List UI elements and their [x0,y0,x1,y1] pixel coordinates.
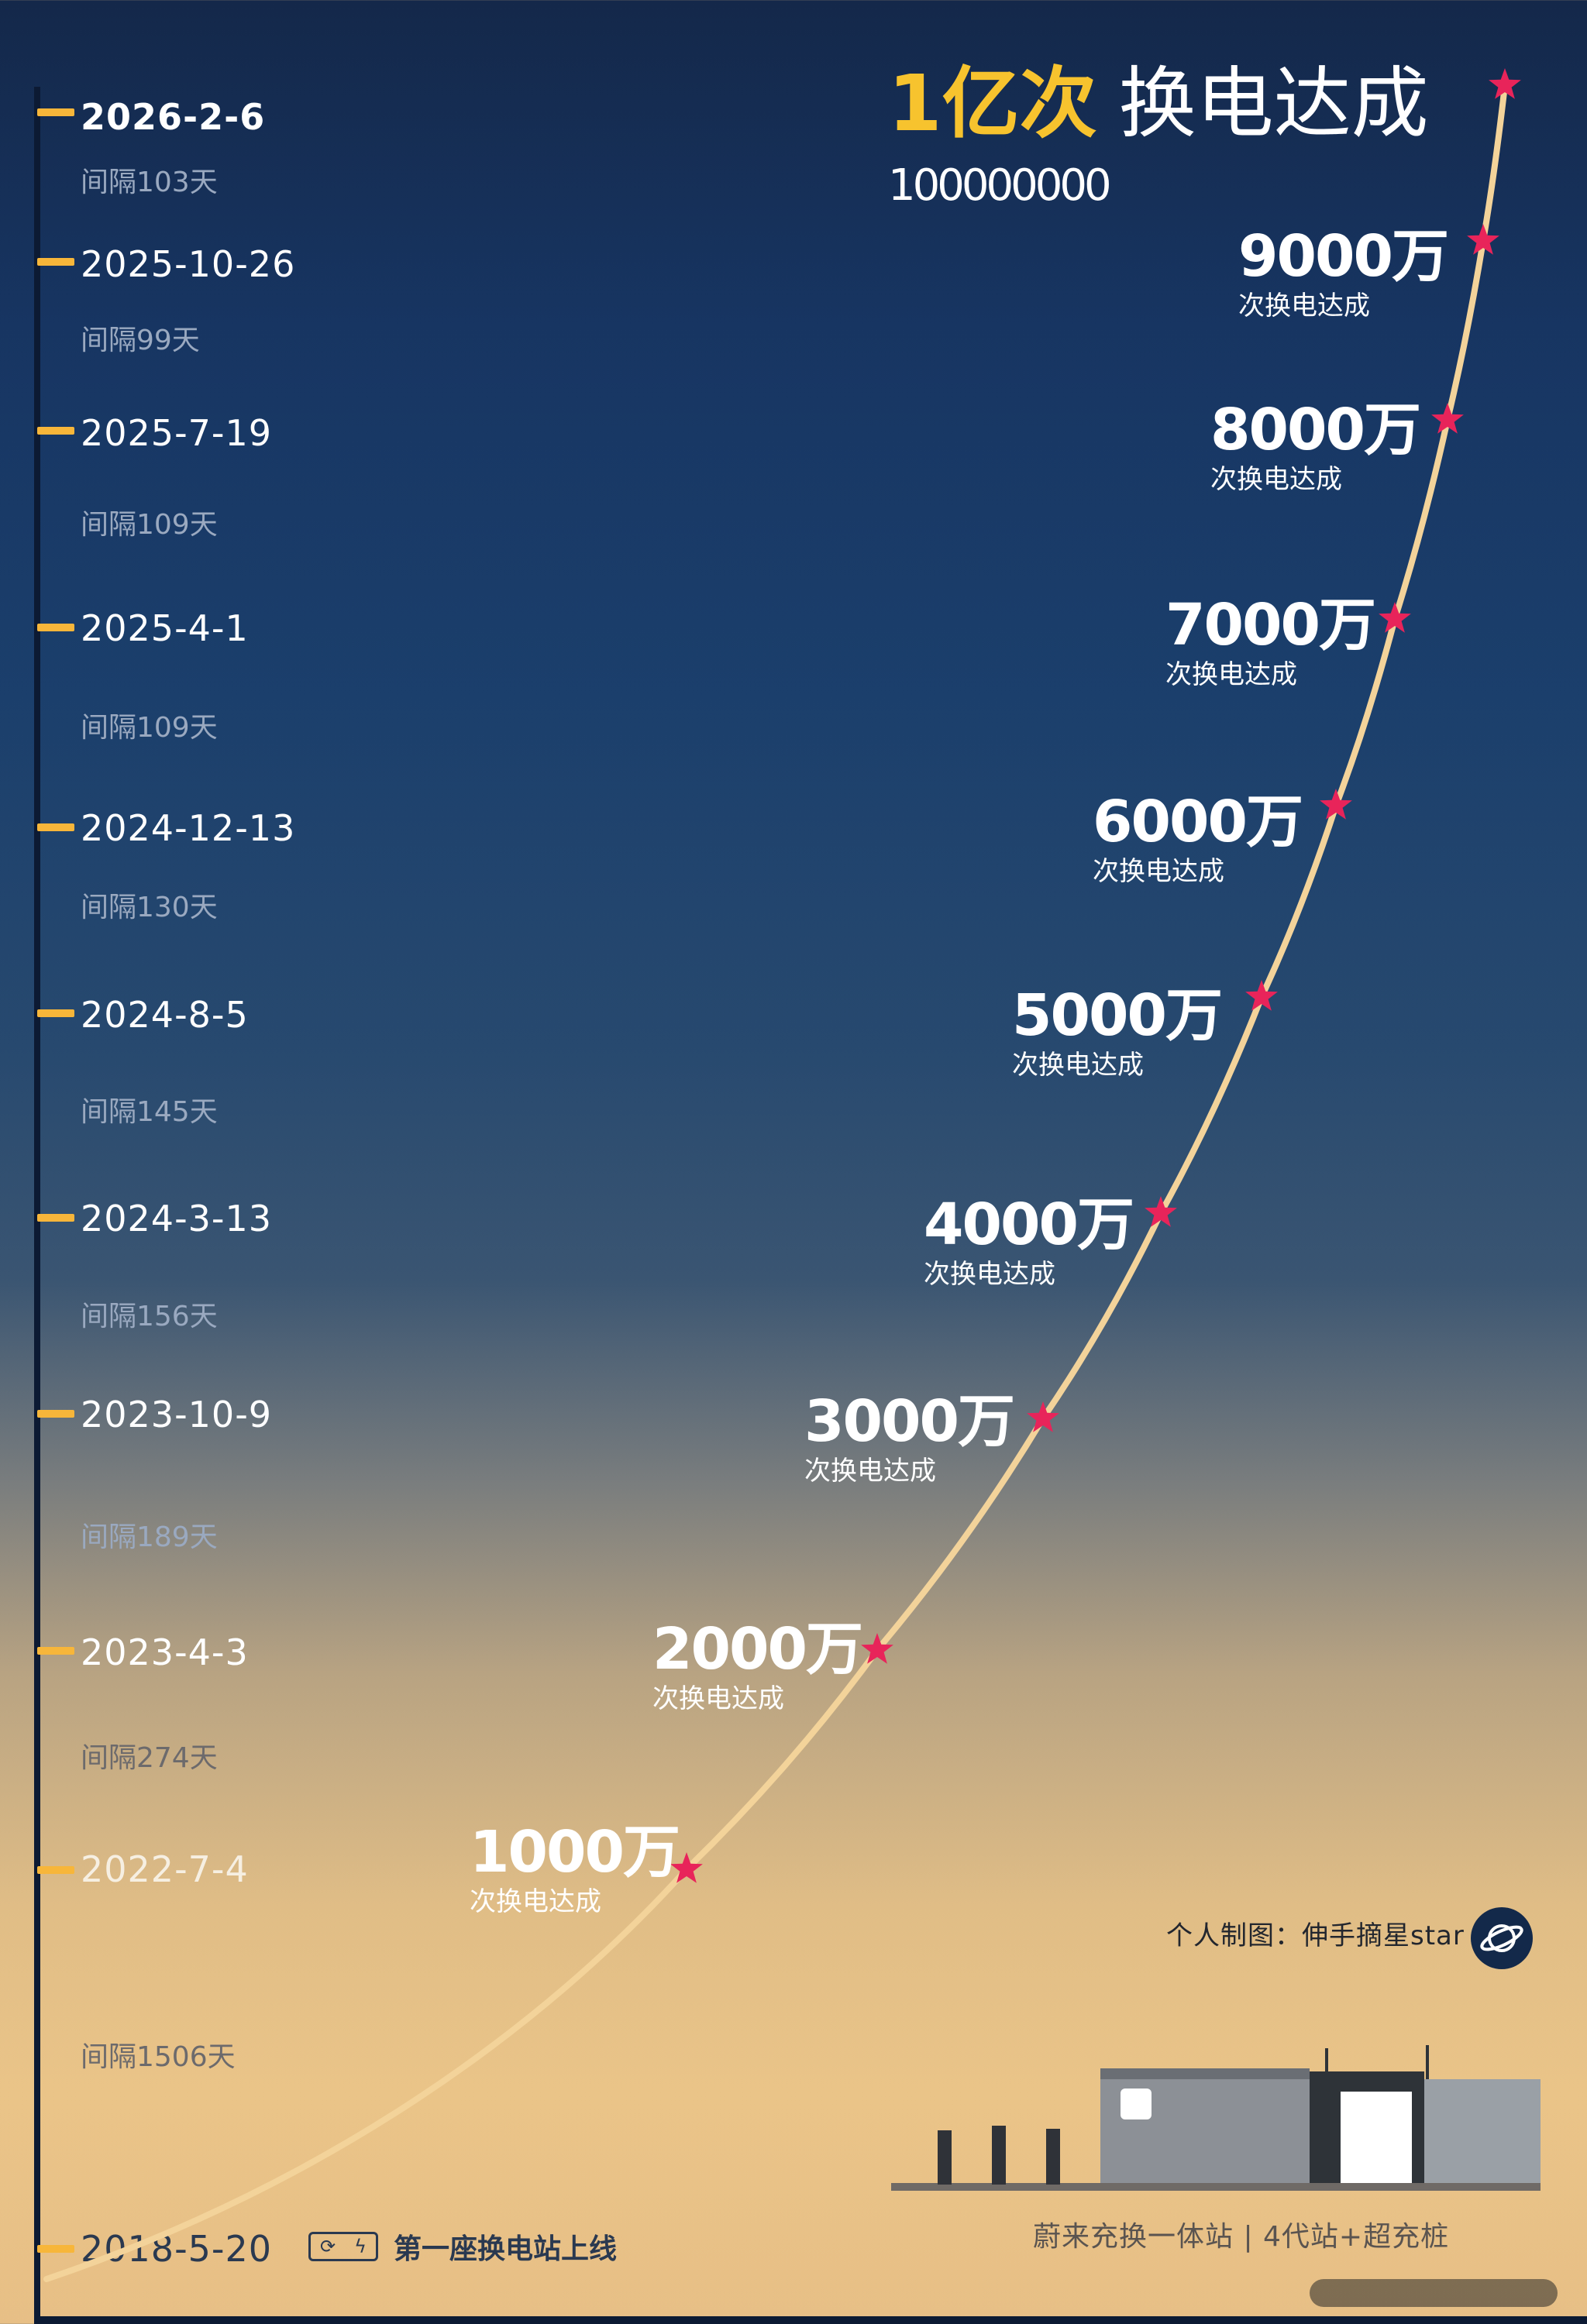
date-label: 2025-10-26 [81,243,296,285]
tick [37,427,74,435]
milestone-caption: 次换电达成 [1238,290,1370,321]
tick [37,108,74,116]
milestone-caption: 次换电达成 [1210,464,1342,495]
tick [37,1410,74,1418]
date-label: 2023-4-3 [81,1631,249,1673]
tick [37,258,74,266]
milestone-label: 5000万 次换电达成 [1012,982,1223,1081]
date-label: 2023-10-9 [81,1394,273,1435]
milestone-value: 8000万 [1210,397,1421,463]
star-marker [1027,1401,1059,1432]
credit-text: 个人制图：伸手摘星star [1166,1920,1465,1951]
milestone-caption: 次换电达成 [804,1456,936,1487]
milestone-caption: 次换电达成 [1165,659,1297,690]
date-label: 2024-3-13 [81,1198,273,1239]
headline-white: 换电达成 [1118,58,1429,149]
tick [37,2245,74,2253]
star-marker [861,1633,893,1664]
interval-label: 间隔156天 [81,1301,218,1332]
date-label: 2026-2-6 [81,96,266,138]
tick [37,1214,74,1222]
bottom-axis [34,2316,1587,2324]
date-label: 2024-8-5 [81,994,249,1036]
milestone-label: 8000万 次换电达成 [1210,397,1421,495]
station-caption: 蔚来充换一体站 | 4代站+超充桩 [1033,2221,1450,2253]
headline-number: 100000000 [888,160,1112,211]
first-station-note: ⟳ ϟ 第一座换电站上线 [308,2229,618,2265]
swap-station-image [891,2045,1541,2191]
interval-label: 间隔99天 [81,325,200,356]
star-marker [1467,224,1499,255]
tick [37,624,74,631]
interval-label: 间隔189天 [81,1521,218,1553]
milestone-label: 7000万 次换电达成 [1165,592,1376,690]
milestone-value: 2000万 [652,1616,863,1683]
interval-label: 间隔1506天 [81,2041,236,2073]
interval-label: 间隔274天 [81,1742,218,1774]
milestone-value: 7000万 [1165,592,1376,658]
headline: 1亿次 换电达成 [888,65,1429,143]
tick [37,1866,74,1874]
milestone-caption: 次换电达成 [924,1259,1055,1290]
star-marker [1320,789,1352,820]
milestone-caption: 次换电达成 [1012,1050,1144,1081]
milestone-value: 5000万 [1012,982,1223,1049]
star-marker [1145,1196,1177,1227]
planet-icon [1471,1907,1533,1969]
milestone-label: 1000万 次换电达成 [470,1819,680,1917]
first-station-text: 第一座换电站上线 [394,2233,618,2265]
milestone-value: 1000万 [470,1819,680,1886]
milestone-label: 4000万 次换电达成 [924,1191,1134,1290]
milestone-label: 9000万 次换电达成 [1238,223,1449,321]
interval-label: 间隔145天 [81,1096,218,1128]
milestone-caption: 次换电达成 [652,1683,784,1714]
milestone-label: 6000万 次换电达成 [1093,789,1303,887]
date-label: 2025-4-1 [81,607,249,649]
star-markers [670,68,1521,1883]
interval-label: 间隔103天 [81,167,218,198]
star-marker [1245,980,1278,1011]
date-label: 2025-7-19 [81,412,273,454]
milestone-value: 6000万 [1093,789,1303,855]
milestone-value: 4000万 [924,1191,1134,1258]
interval-label: 间隔109天 [81,712,218,744]
milestone-caption: 次换电达成 [470,1886,601,1917]
interval-label: 间隔130天 [81,892,218,923]
date-label: 2024-12-13 [81,807,296,849]
interval-label: 间隔109天 [81,509,218,541]
star-marker [670,1852,703,1883]
milestone-value: 9000万 [1238,223,1449,290]
date-label: 2018-5-20 [81,2228,273,2270]
milestone-label: 3000万 次换电达成 [804,1388,1015,1487]
star-marker [1431,403,1464,434]
tick [37,823,74,831]
star-marker [1379,602,1411,633]
tick [37,1647,74,1655]
milestone-caption: 次换电达成 [1093,856,1224,887]
headline-gold: 1亿次 [888,58,1097,149]
date-label: 2022-7-4 [81,1848,249,1890]
milestone-value: 3000万 [804,1388,1015,1455]
milestone-label: 2000万 次换电达成 [652,1616,863,1714]
tick [37,1009,74,1017]
battery-swap-icon: ⟳ ϟ [308,2232,378,2261]
watermark [1310,2279,1558,2307]
star-marker [1489,68,1521,99]
timeline-axis [34,87,40,2324]
